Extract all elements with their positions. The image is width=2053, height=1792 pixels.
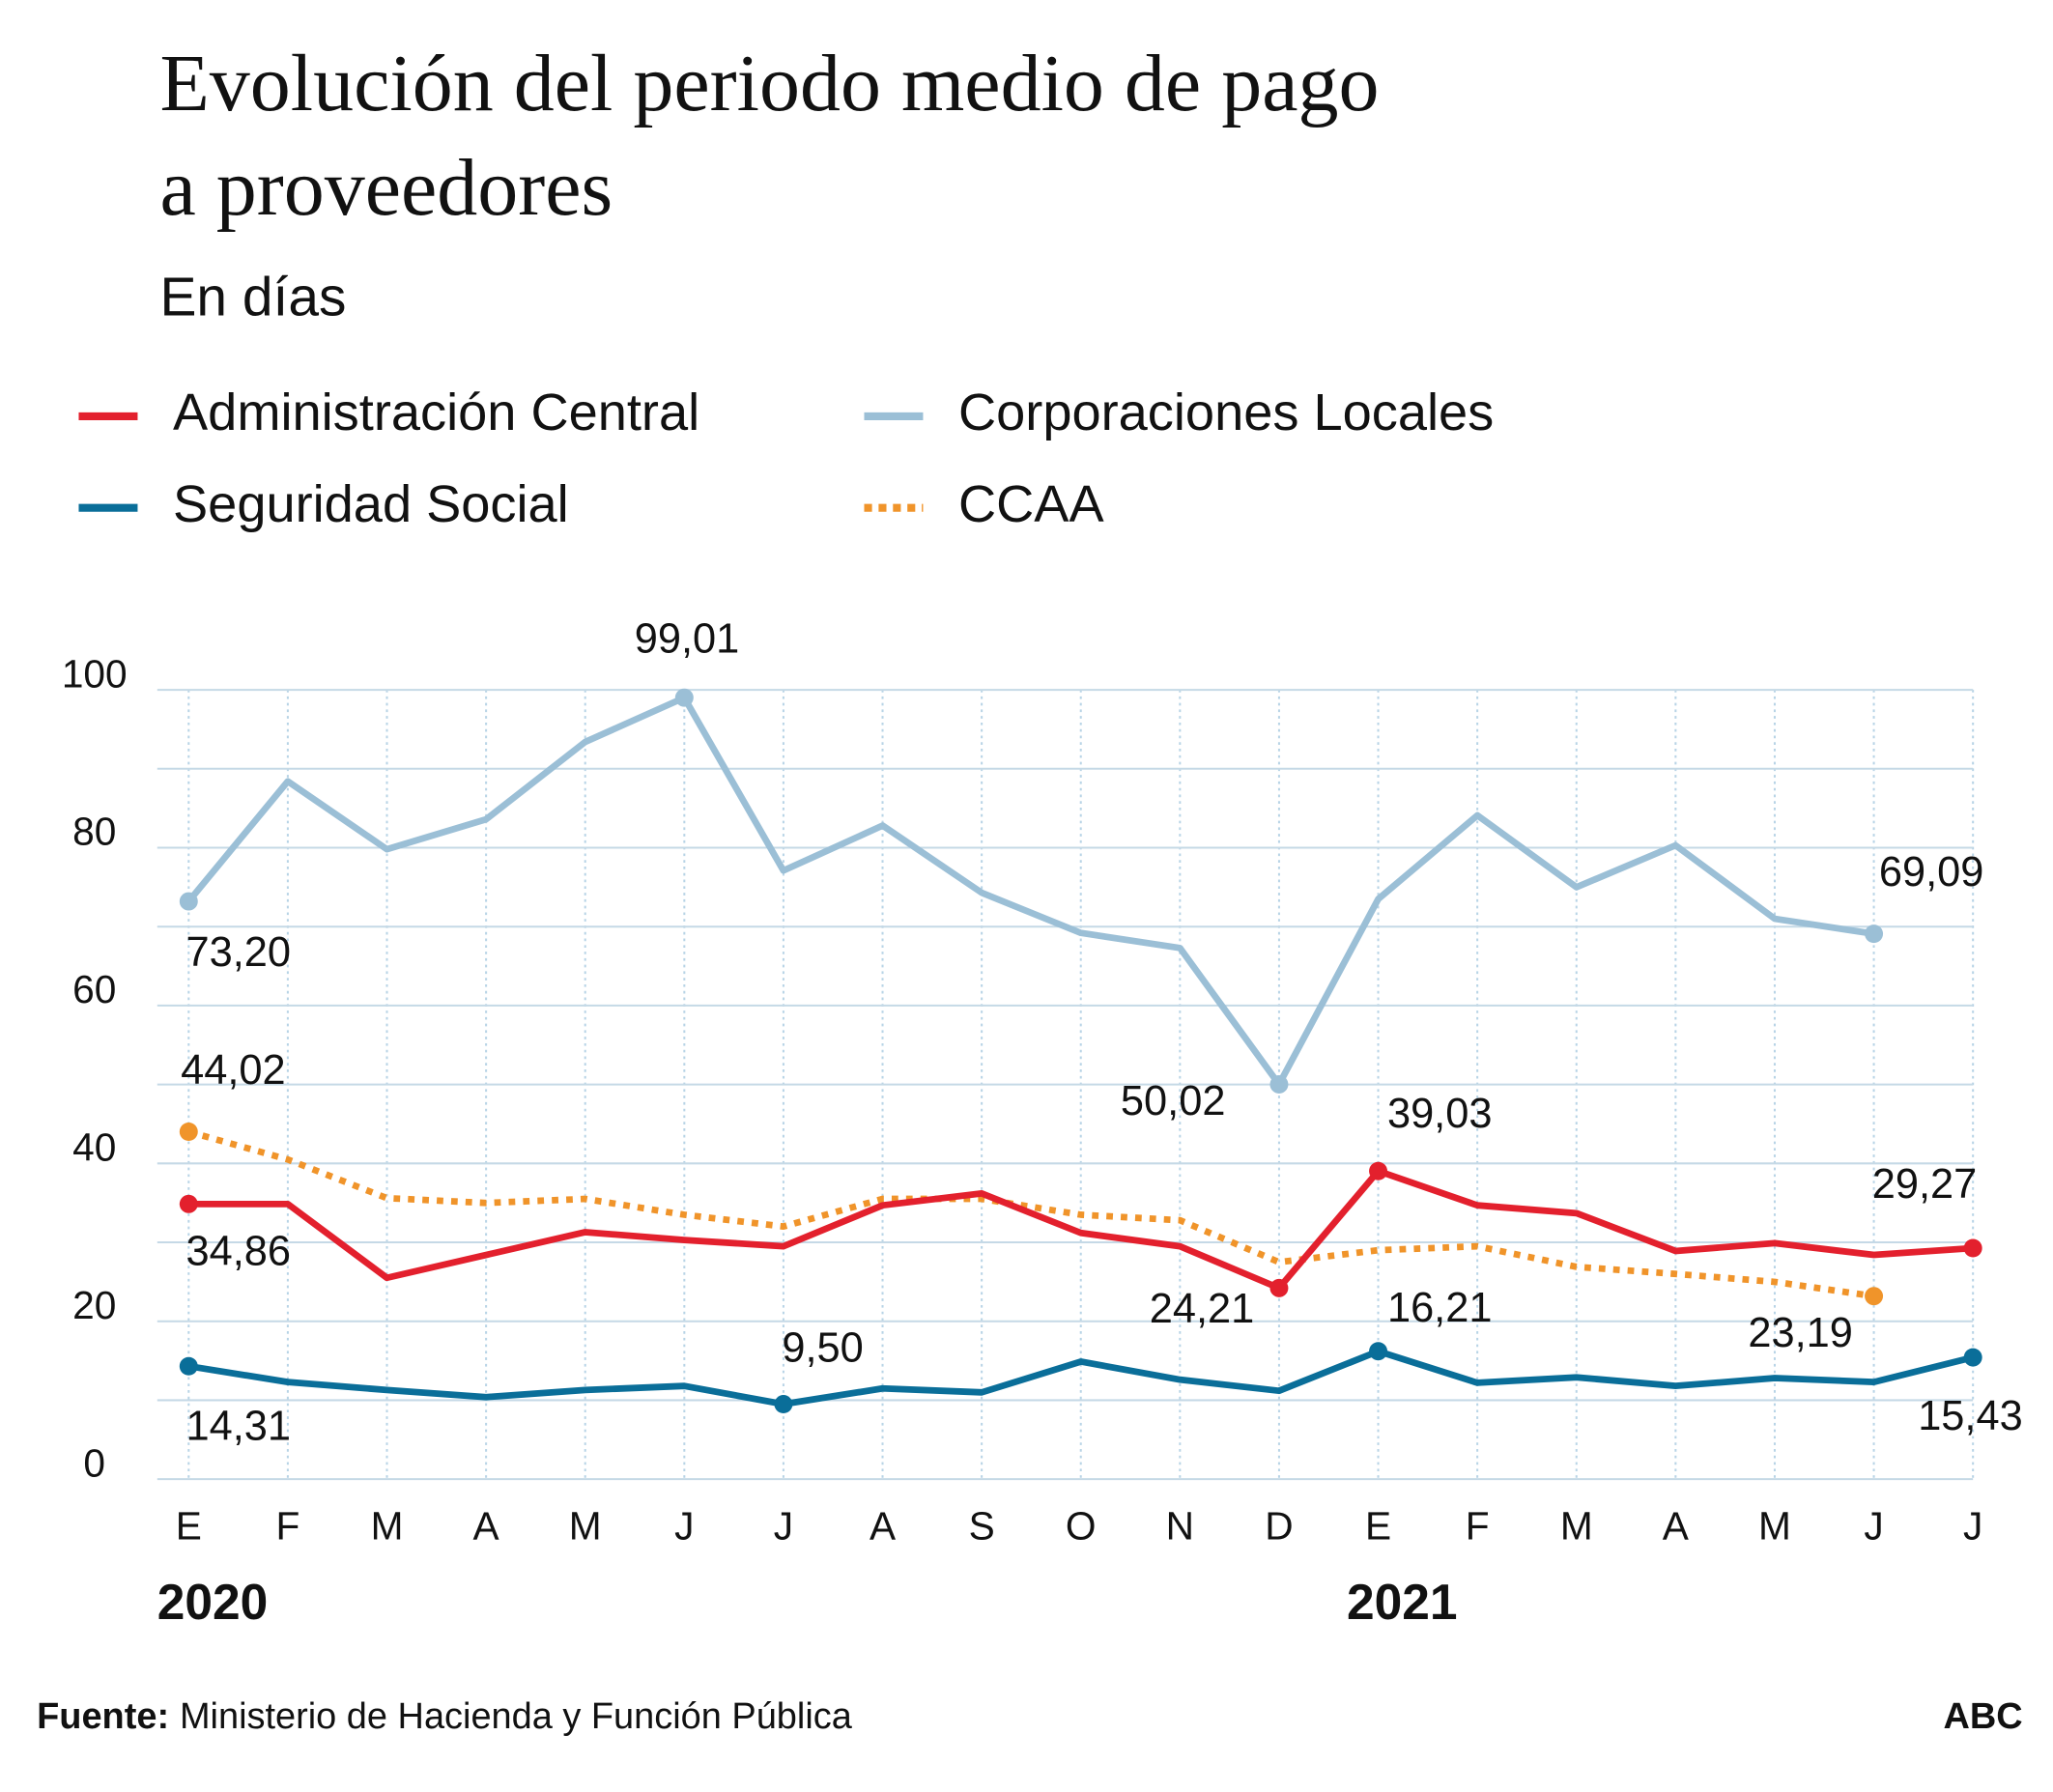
chart-title: Evolución del periodo medio de pago a pro… xyxy=(159,39,1379,233)
point-marker xyxy=(1269,1074,1289,1094)
data-label: 39,03 xyxy=(1387,1091,1493,1137)
data-label: 16,21 xyxy=(1387,1285,1493,1331)
y-tick-label: 40 xyxy=(72,1125,116,1170)
legend-label: CCAA xyxy=(958,475,1104,533)
y-tick-label: 100 xyxy=(62,651,128,696)
point-marker xyxy=(1865,924,1884,944)
x-tick-label: J xyxy=(1963,1503,1982,1548)
point-marker xyxy=(179,1122,198,1141)
year-label: 2021 xyxy=(1347,1574,1458,1630)
data-label: 73,20 xyxy=(186,929,292,976)
source-label: Fuente: xyxy=(37,1696,169,1737)
point-marker xyxy=(1963,1238,1982,1258)
data-label: 44,02 xyxy=(181,1047,286,1094)
point-marker xyxy=(1865,1287,1884,1306)
x-tick-label: S xyxy=(969,1503,995,1548)
point-marker xyxy=(179,892,198,911)
x-tick-label: J xyxy=(774,1503,793,1548)
data-label: 24,21 xyxy=(1150,1286,1255,1332)
data-label: 29,27 xyxy=(1872,1161,1978,1208)
series-line xyxy=(187,1348,1974,1408)
point-marker xyxy=(1369,1161,1388,1180)
x-tick-label: J xyxy=(1864,1503,1883,1548)
point-marker xyxy=(179,1194,198,1213)
y-tick-label: 0 xyxy=(83,1440,105,1485)
data-label: 99,01 xyxy=(635,615,740,662)
source: Fuente: Ministerio de Hacienda y Función … xyxy=(37,1696,853,1737)
data-label: 14,31 xyxy=(186,1404,292,1450)
legend-label: Administración Central xyxy=(173,384,699,441)
x-tick-label: A xyxy=(870,1503,897,1548)
data-label: 15,43 xyxy=(1918,1393,2023,1439)
year-label: 2020 xyxy=(157,1574,269,1630)
series-line xyxy=(187,1128,1875,1300)
x-tick-label: M xyxy=(569,1503,602,1548)
x-tick-label: M xyxy=(1560,1503,1593,1548)
point-marker xyxy=(1269,1278,1289,1297)
legend-label: Corporaciones Locales xyxy=(958,384,1494,441)
x-tick-label: E xyxy=(176,1503,202,1548)
x-tick-label: A xyxy=(473,1503,500,1548)
data-label: 69,09 xyxy=(1879,849,1984,896)
point-marker xyxy=(774,1395,793,1414)
chart-subtitle: En días xyxy=(159,267,346,328)
data-label: 23,19 xyxy=(1748,1310,1853,1356)
x-tick-label: F xyxy=(275,1503,299,1548)
point-marker xyxy=(674,688,694,707)
point-marker xyxy=(1369,1342,1388,1361)
y-tick-label: 20 xyxy=(72,1283,116,1327)
y-tick-label: 80 xyxy=(72,810,116,854)
x-tick-label: O xyxy=(1066,1503,1097,1548)
source-text: Ministerio de Hacienda y Función Pública xyxy=(180,1696,853,1737)
data-label: 34,86 xyxy=(186,1228,292,1274)
series-line xyxy=(185,694,1875,1088)
x-tick-label: D xyxy=(1265,1503,1293,1548)
x-tick-label: M xyxy=(1758,1503,1791,1548)
y-tick-label: 60 xyxy=(72,967,116,1011)
x-tick-label: N xyxy=(1166,1503,1194,1548)
point-marker xyxy=(1963,1348,1982,1367)
x-tick-label: E xyxy=(1365,1503,1391,1548)
x-tick-label: J xyxy=(674,1503,694,1548)
point-marker xyxy=(179,1356,198,1376)
x-tick-label: M xyxy=(371,1503,404,1548)
data-label: 9,50 xyxy=(782,1324,863,1371)
brand: ABC xyxy=(1943,1696,2022,1737)
data-label: 50,02 xyxy=(1121,1078,1226,1124)
legend-label: Seguridad Social xyxy=(173,475,569,533)
series-line xyxy=(188,1167,1974,1292)
x-tick-label: F xyxy=(1466,1503,1490,1548)
x-tick-label: A xyxy=(1663,1503,1690,1548)
